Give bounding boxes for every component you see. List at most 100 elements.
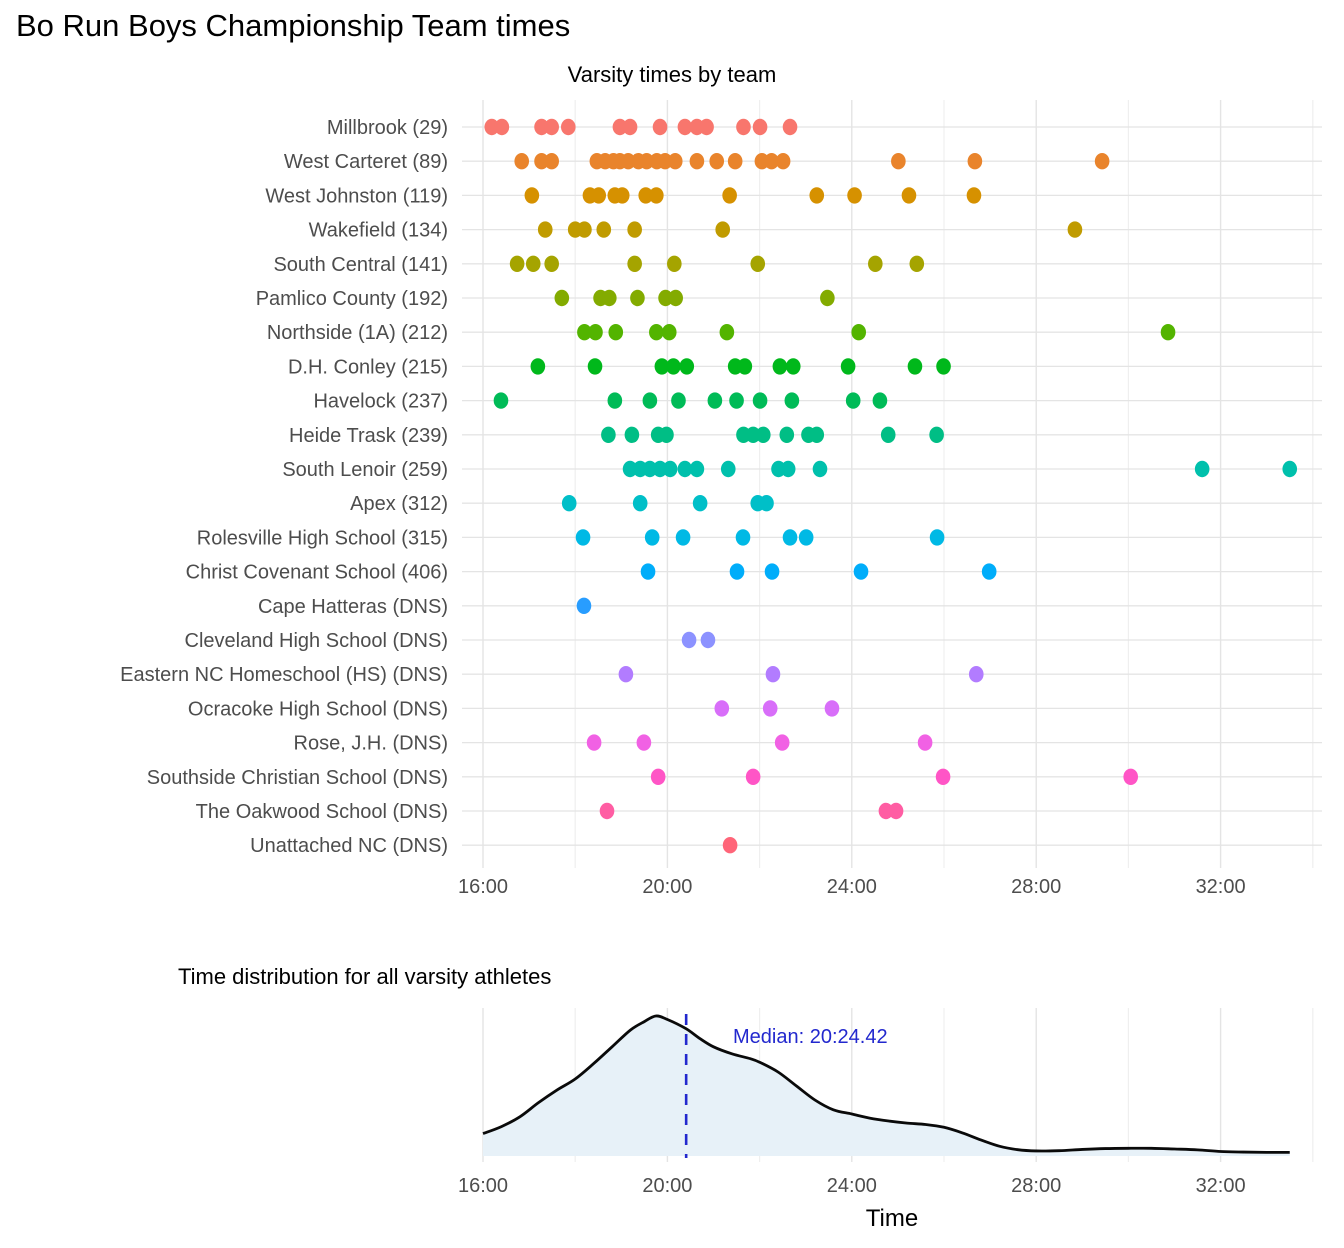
- data-point: [577, 221, 592, 238]
- data-point: [650, 768, 666, 785]
- data-point: [639, 153, 654, 170]
- team-axis-labels: Millbrook (29) West Carteret (89) West Joh…: [120, 117, 448, 857]
- data-point: [722, 837, 738, 854]
- data-point: [750, 255, 766, 272]
- data-point: [577, 324, 592, 341]
- data-point: [668, 289, 683, 307]
- team-axis-label: Cleveland High School (DNS): [185, 630, 448, 652]
- main-title: Bo Run Boys Championship Team times: [16, 8, 570, 43]
- data-point: [632, 495, 648, 512]
- data-point: [607, 392, 623, 409]
- x-tick-label: 16:00: [458, 1175, 508, 1197]
- data-point: [709, 153, 725, 170]
- data-point: [779, 426, 795, 443]
- data-point: [798, 529, 814, 546]
- data-point: [812, 460, 828, 478]
- x-tick-label: 32:00: [1196, 1175, 1246, 1197]
- data-point: [596, 221, 612, 238]
- data-point: [785, 358, 801, 375]
- data-point: [901, 187, 917, 204]
- data-point: [784, 392, 800, 409]
- team-axis-label: Eastern NC Homeschool (HS) (DNS): [120, 664, 448, 686]
- team-axis-label: Cape Hatteras (DNS): [258, 596, 448, 618]
- data-point: [840, 358, 856, 375]
- data-point: [530, 358, 546, 375]
- data-point: [649, 324, 664, 341]
- team-axis-label: Northside (1A) (212): [267, 322, 448, 344]
- data-point: [891, 153, 906, 170]
- team-axis-label: Ocracoke High School (DNS): [188, 698, 448, 720]
- team-axis-label: Christ Covenant School (406): [186, 562, 448, 584]
- data-point: [649, 187, 664, 204]
- median-label: Median: 20:24.42: [733, 1026, 888, 1048]
- data-point: [851, 324, 867, 341]
- strip-chart-gridlines: [462, 100, 1322, 868]
- data-point: [509, 255, 525, 272]
- team-axis-label: West Johnston (119): [265, 185, 448, 207]
- data-point: [809, 187, 825, 204]
- data-point: [654, 358, 670, 375]
- density-chart-x-ticks: 16:00 20:00 24:00 28:00 32:00: [458, 1175, 1246, 1197]
- data-point: [624, 426, 640, 443]
- data-point: [622, 118, 638, 136]
- data-point: [659, 426, 674, 443]
- data-point: [714, 700, 730, 717]
- data-point: [847, 187, 862, 204]
- x-tick-label: 20:00: [642, 876, 692, 898]
- team-axis-label: Wakefield (134): [309, 220, 448, 242]
- data-point: [627, 255, 642, 272]
- data-point: [622, 460, 638, 478]
- data-point: [561, 495, 577, 512]
- data-point: [638, 187, 654, 204]
- x-tick-label: 28:00: [1011, 876, 1061, 898]
- team-axis-label: Millbrook (29): [327, 117, 448, 139]
- data-point: [640, 563, 656, 580]
- data-point: [809, 426, 825, 443]
- data-point: [909, 255, 925, 272]
- data-point: [537, 221, 553, 238]
- data-point: [544, 255, 559, 272]
- data-point: [652, 460, 668, 478]
- data-point: [675, 529, 691, 546]
- data-point: [967, 153, 983, 170]
- data-point: [755, 426, 771, 443]
- data-point: [658, 289, 673, 307]
- data-point: [661, 324, 677, 341]
- data-point: [764, 563, 780, 580]
- data-point: [560, 118, 576, 136]
- data-point: [514, 153, 530, 170]
- data-point: [888, 802, 904, 820]
- data-point: [652, 118, 668, 136]
- data-point: [824, 700, 840, 717]
- data-point: [727, 153, 743, 170]
- team-axis-label: West Carteret (89): [284, 151, 448, 173]
- x-tick-label: 28:00: [1011, 1175, 1061, 1197]
- data-point: [1094, 153, 1110, 170]
- data-point: [775, 153, 791, 170]
- data-point: [525, 255, 541, 272]
- data-point: [845, 392, 861, 409]
- data-point: [642, 460, 658, 478]
- team-axis-label: Southside Christian School (DNS): [147, 767, 448, 789]
- data-point: [720, 460, 736, 478]
- data-point: [636, 734, 652, 751]
- data-point: [534, 153, 549, 170]
- data-point: [968, 666, 984, 683]
- data-point: [853, 563, 869, 580]
- data-point: [880, 426, 896, 443]
- data-point: [608, 324, 624, 341]
- data-point: [929, 529, 945, 546]
- strip-chart-dots: [484, 118, 1298, 854]
- data-point: [759, 495, 774, 512]
- data-point: [735, 529, 751, 546]
- data-point: [493, 392, 509, 409]
- data-point: [689, 153, 705, 170]
- data-point: [644, 529, 660, 546]
- data-point: [878, 802, 894, 820]
- data-point: [699, 118, 714, 136]
- strip-chart-x-ticks: 16:00 20:00 24:00 28:00 32:00: [458, 876, 1246, 898]
- data-point: [929, 426, 944, 443]
- data-point: [762, 700, 778, 717]
- data-point: [681, 631, 697, 649]
